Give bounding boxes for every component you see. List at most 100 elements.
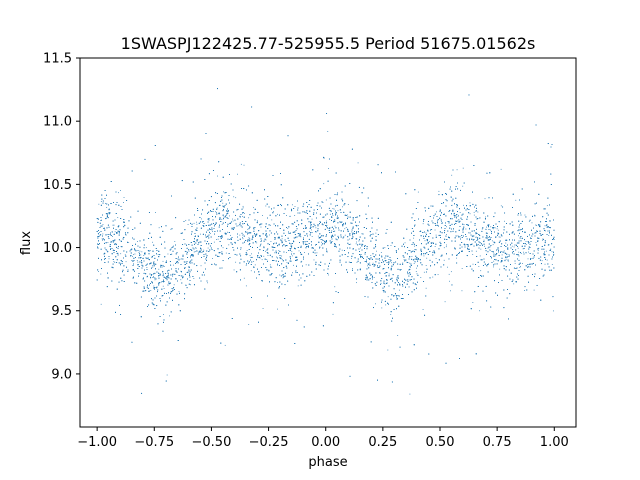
data-point bbox=[513, 246, 515, 248]
data-point bbox=[413, 237, 415, 239]
data-point bbox=[297, 285, 299, 287]
data-point bbox=[484, 245, 485, 247]
data-point bbox=[307, 246, 308, 247]
data-point bbox=[158, 227, 160, 229]
data-point bbox=[321, 241, 322, 243]
data-point bbox=[165, 261, 166, 263]
data-point bbox=[542, 238, 544, 240]
data-point bbox=[494, 227, 496, 229]
data-point bbox=[376, 239, 377, 241]
data-point bbox=[369, 259, 370, 260]
data-point bbox=[477, 211, 479, 213]
data-point bbox=[114, 261, 116, 263]
data-point bbox=[105, 217, 107, 219]
data-point bbox=[534, 232, 536, 234]
data-point bbox=[513, 283, 515, 285]
data-point bbox=[357, 225, 359, 226]
data-point bbox=[551, 251, 553, 253]
data-point bbox=[413, 263, 415, 264]
data-point bbox=[524, 290, 525, 291]
data-point bbox=[246, 250, 248, 252]
data-point bbox=[473, 214, 475, 216]
data-point bbox=[326, 221, 328, 223]
data-point bbox=[202, 251, 204, 253]
data-point bbox=[190, 284, 192, 286]
data-point bbox=[505, 258, 507, 260]
data-point bbox=[327, 130, 329, 132]
data-point bbox=[447, 266, 448, 268]
data-point bbox=[117, 217, 119, 218]
data-point bbox=[404, 242, 406, 244]
data-point bbox=[465, 228, 467, 230]
data-point bbox=[143, 255, 145, 256]
data-point bbox=[181, 258, 183, 260]
data-point bbox=[174, 241, 176, 242]
data-point bbox=[113, 224, 115, 226]
data-point bbox=[422, 223, 424, 225]
data-point bbox=[124, 254, 126, 256]
data-point bbox=[100, 273, 102, 275]
data-point bbox=[303, 243, 305, 245]
data-point bbox=[416, 273, 418, 275]
data-point bbox=[426, 257, 428, 259]
data-point bbox=[325, 220, 327, 222]
data-point bbox=[546, 259, 548, 261]
data-point bbox=[553, 253, 555, 255]
data-point bbox=[169, 315, 170, 317]
data-point bbox=[137, 261, 139, 263]
data-point bbox=[342, 206, 344, 208]
data-point bbox=[257, 255, 259, 257]
data-point bbox=[524, 214, 526, 216]
data-point bbox=[157, 254, 159, 255]
data-point bbox=[138, 251, 140, 253]
data-point bbox=[260, 243, 262, 245]
data-point bbox=[227, 211, 229, 213]
data-point bbox=[248, 217, 250, 219]
data-point bbox=[261, 223, 263, 225]
data-point bbox=[480, 270, 482, 272]
data-point bbox=[101, 219, 102, 221]
data-point bbox=[277, 308, 278, 310]
data-point bbox=[195, 248, 197, 249]
data-point bbox=[441, 222, 443, 223]
data-point bbox=[242, 238, 244, 240]
data-point bbox=[494, 255, 496, 257]
data-point bbox=[274, 242, 276, 244]
data-point bbox=[99, 232, 100, 233]
data-point bbox=[500, 168, 502, 170]
data-point bbox=[180, 270, 182, 272]
data-point bbox=[417, 191, 419, 193]
data-point bbox=[423, 271, 425, 273]
data-point bbox=[457, 215, 459, 217]
data-point bbox=[242, 234, 244, 236]
data-point bbox=[537, 248, 539, 250]
data-point bbox=[232, 220, 234, 222]
data-point bbox=[520, 266, 521, 267]
data-point bbox=[373, 255, 374, 257]
data-point bbox=[435, 234, 437, 236]
data-point bbox=[125, 261, 127, 263]
data-point bbox=[154, 289, 155, 290]
data-point bbox=[317, 235, 319, 237]
data-point bbox=[301, 260, 303, 262]
data-point bbox=[311, 218, 313, 220]
data-point bbox=[496, 228, 498, 230]
data-point bbox=[370, 255, 372, 256]
data-point bbox=[166, 374, 168, 376]
data-point bbox=[436, 211, 437, 213]
data-point bbox=[221, 251, 223, 252]
data-point bbox=[300, 245, 302, 247]
data-point bbox=[448, 273, 450, 275]
data-point bbox=[110, 203, 112, 204]
data-point bbox=[158, 268, 160, 270]
data-point bbox=[188, 250, 190, 252]
data-point bbox=[228, 244, 230, 246]
data-point bbox=[437, 274, 439, 276]
data-point bbox=[146, 276, 148, 278]
data-point bbox=[150, 276, 152, 278]
data-point bbox=[488, 237, 490, 238]
data-point bbox=[217, 238, 219, 240]
data-point bbox=[503, 220, 505, 222]
data-point bbox=[478, 266, 480, 267]
